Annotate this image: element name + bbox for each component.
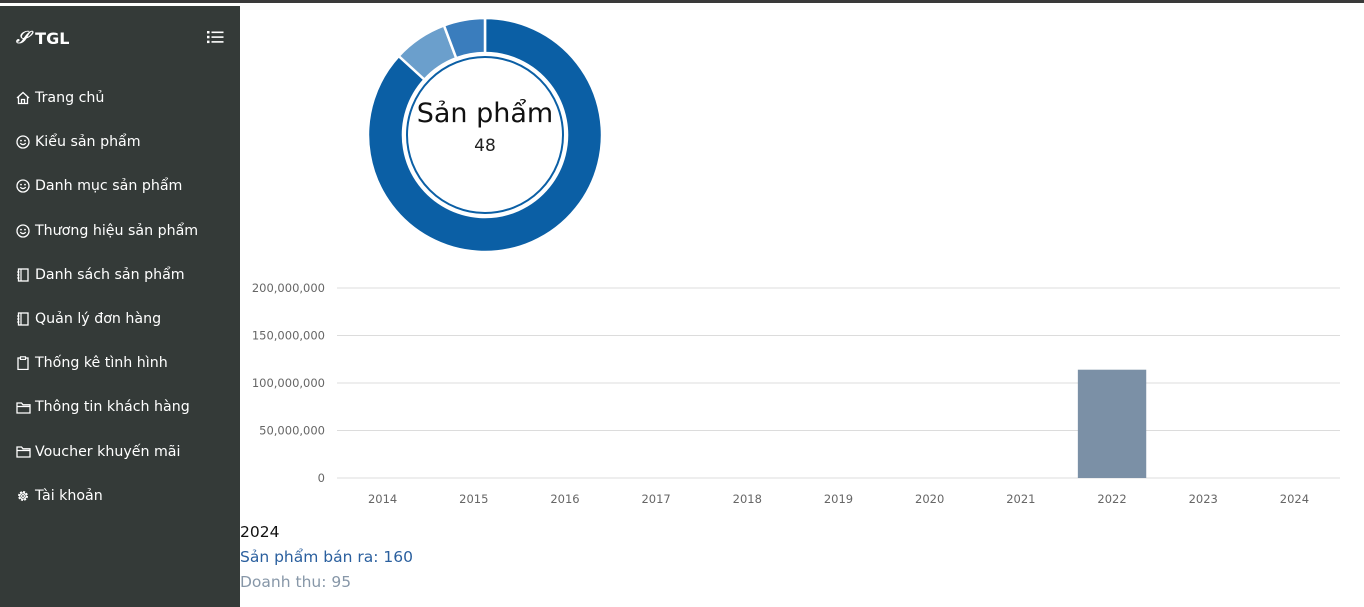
list-icon <box>207 31 224 44</box>
folder-icon <box>16 444 34 460</box>
donut-value: 48 <box>474 136 496 156</box>
summary-revenue: Doanh thu: 95 <box>240 573 352 591</box>
summary-year: 2024 <box>240 523 280 541</box>
home-icon <box>16 90 34 106</box>
sidebar-item-quan-ly-don-hang[interactable]: Quản lý đơn hàng <box>0 297 240 341</box>
sidebar-item-danh-sach-san-pham[interactable]: Danh sách sản phẩm <box>0 253 240 297</box>
brand[interactable]: 𝒮 TGL <box>16 26 69 50</box>
x-tick-label: 2016 <box>550 492 579 506</box>
product-donut-chart <box>366 16 604 254</box>
sidebar-item-danh-muc-san-pham[interactable]: Danh mục sản phẩm <box>0 164 240 208</box>
sidebar-item-label: Thông tin khách hàng <box>35 399 190 416</box>
x-tick-label: 2020 <box>915 492 944 506</box>
x-tick-label: 2014 <box>368 492 397 506</box>
sidebar-item-label: Quản lý đơn hàng <box>35 311 162 328</box>
y-tick-label: 150,000,000 <box>252 329 325 343</box>
sidebar-item-label: Danh mục sản phẩm <box>35 178 183 195</box>
sidebar-item-label: Tài khoản <box>35 487 103 504</box>
y-tick-label: 50,000,000 <box>259 424 325 438</box>
x-tick-label: 2018 <box>733 492 762 506</box>
sidebar-item-label: Danh sách sản phẩm <box>35 266 185 283</box>
brand-logo-icon: 𝒮 <box>16 28 30 48</box>
main-content: Sản phẩm 48 0 50,000,000 100,000,000 150,00… <box>240 6 1364 607</box>
sidebar-item-thuong-hieu-san-pham[interactable]: Thương hiệu sản phẩm <box>0 209 240 253</box>
smiley-icon <box>16 134 34 150</box>
y-tick-label: 200,000,000 <box>252 281 325 295</box>
donut-label: Sản phẩm <box>416 98 554 129</box>
smiley-icon <box>16 223 34 239</box>
sidebar-item-label: Thống kê tình hình <box>35 355 168 372</box>
x-tick-label: 2019 <box>824 492 853 506</box>
donut-segment-2 <box>442 16 487 60</box>
x-tick-label: 2024 <box>1280 492 1309 506</box>
sidebar-item-label: Thương hiệu sản phẩm <box>35 222 199 239</box>
sidebar-item-thong-ke-tinh-hinh[interactable]: Thống kê tình hình <box>0 341 240 385</box>
bar-2022[interactable] <box>1077 369 1147 478</box>
x-tick-label: 2021 <box>1006 492 1035 506</box>
sidebar-item-voucher-khuyen-mai[interactable]: Voucher khuyến mãi <box>0 430 240 474</box>
sidebar-nav: Trang chủ Kiểu sản phẩm Danh mục sản phẩ… <box>0 76 240 518</box>
sidebar-item-kieu-san-pham[interactable]: Kiểu sản phẩm <box>0 120 240 164</box>
journal-icon <box>16 267 34 283</box>
clipboard-icon <box>16 355 34 371</box>
summary-products-sold: Sản phẩm bán ra: 160 <box>240 548 413 566</box>
revenue-bar-chart: 0 50,000,000 100,000,000 150,000,000 200,000… <box>252 281 1340 506</box>
gear-icon <box>16 488 34 504</box>
donut-inner-ring <box>406 56 564 214</box>
folder-icon <box>16 399 34 415</box>
x-tick-label: 2017 <box>641 492 670 506</box>
sidebar-item-trang-chu[interactable]: Trang chủ <box>0 76 240 120</box>
sidebar-item-thong-tin-khach-hang[interactable]: Thông tin khách hàng <box>0 385 240 429</box>
donut-segment-0 <box>366 16 604 254</box>
journal-icon <box>16 311 34 327</box>
x-tick-label: 2022 <box>1097 492 1126 506</box>
x-tick-label: 2023 <box>1189 492 1218 506</box>
sidebar-item-label: Trang chủ <box>35 90 105 107</box>
sidebar-item-tai-khoan[interactable]: Tài khoản <box>0 474 240 518</box>
y-tick-label: 100,000,000 <box>252 376 325 390</box>
sidebar-item-label: Voucher khuyến mãi <box>35 443 181 460</box>
x-tick-label: 2015 <box>459 492 488 506</box>
sidebar: 𝒮 TGL Trang chủ Kiểu sản phẩm <box>0 6 240 607</box>
y-tick-label: 0 <box>318 471 325 485</box>
menu-toggle-button[interactable] <box>207 29 224 44</box>
smiley-icon <box>16 178 34 194</box>
sidebar-item-label: Kiểu sản phẩm <box>35 134 141 151</box>
brand-name: TGL <box>35 28 70 48</box>
